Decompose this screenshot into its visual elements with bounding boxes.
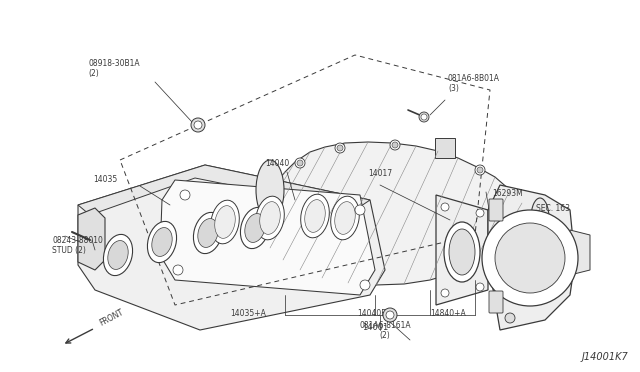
Circle shape: [383, 308, 397, 322]
Text: 08918-30B1A
(2): 08918-30B1A (2): [88, 59, 140, 78]
Ellipse shape: [301, 194, 330, 238]
Circle shape: [441, 203, 449, 211]
Circle shape: [386, 311, 394, 319]
Circle shape: [505, 313, 515, 323]
Circle shape: [295, 158, 305, 168]
Ellipse shape: [260, 202, 280, 234]
Polygon shape: [435, 138, 455, 158]
Circle shape: [495, 223, 565, 293]
Text: SEC. 163: SEC. 163: [536, 204, 570, 213]
Polygon shape: [160, 180, 375, 295]
Ellipse shape: [211, 200, 239, 244]
Ellipse shape: [305, 200, 325, 232]
Polygon shape: [78, 165, 385, 330]
Ellipse shape: [147, 221, 177, 263]
Circle shape: [390, 140, 400, 150]
Polygon shape: [78, 165, 370, 215]
Ellipse shape: [104, 234, 132, 276]
Text: 08243-88010
STUD (2): 08243-88010 STUD (2): [52, 235, 103, 255]
Ellipse shape: [152, 228, 172, 256]
Circle shape: [180, 190, 190, 200]
Circle shape: [297, 160, 303, 166]
Circle shape: [441, 289, 449, 297]
Circle shape: [482, 210, 578, 306]
Text: 14001: 14001: [362, 323, 388, 332]
Circle shape: [355, 205, 365, 215]
Circle shape: [477, 167, 483, 173]
Ellipse shape: [215, 206, 236, 238]
Circle shape: [475, 165, 485, 175]
Circle shape: [191, 118, 205, 132]
Text: 081A6-8B01A
(3): 081A6-8B01A (3): [448, 74, 500, 93]
Circle shape: [360, 280, 370, 290]
Text: 14017: 14017: [368, 169, 392, 178]
Text: 14035: 14035: [93, 175, 117, 184]
Text: 14035+A: 14035+A: [230, 309, 266, 318]
Polygon shape: [260, 142, 540, 285]
Ellipse shape: [256, 160, 284, 220]
Circle shape: [173, 265, 183, 275]
Ellipse shape: [108, 241, 128, 269]
Circle shape: [419, 112, 429, 122]
Polygon shape: [570, 230, 590, 275]
Circle shape: [476, 209, 484, 217]
Text: 081A6-8161A
(2): 081A6-8161A (2): [359, 321, 411, 340]
Ellipse shape: [198, 219, 218, 247]
Circle shape: [337, 145, 343, 151]
FancyBboxPatch shape: [489, 199, 503, 221]
Text: J14001K7: J14001K7: [581, 352, 628, 362]
Polygon shape: [78, 208, 105, 270]
Text: 14040E: 14040E: [358, 309, 387, 318]
Circle shape: [421, 114, 427, 120]
Circle shape: [335, 143, 345, 153]
Ellipse shape: [244, 214, 265, 243]
Ellipse shape: [256, 196, 284, 240]
Text: 14840+A: 14840+A: [430, 309, 466, 318]
Ellipse shape: [531, 198, 549, 238]
Ellipse shape: [444, 222, 480, 282]
Ellipse shape: [449, 229, 475, 275]
Circle shape: [392, 142, 398, 148]
Text: 14040: 14040: [265, 159, 289, 168]
Polygon shape: [488, 185, 575, 330]
Ellipse shape: [335, 202, 355, 234]
Circle shape: [194, 121, 202, 129]
Text: FRONT: FRONT: [98, 308, 125, 328]
Ellipse shape: [241, 208, 269, 248]
Circle shape: [476, 283, 484, 291]
FancyBboxPatch shape: [489, 291, 503, 313]
Ellipse shape: [331, 196, 359, 240]
Ellipse shape: [193, 212, 223, 254]
Polygon shape: [436, 195, 488, 305]
Text: 16293M: 16293M: [492, 189, 523, 198]
